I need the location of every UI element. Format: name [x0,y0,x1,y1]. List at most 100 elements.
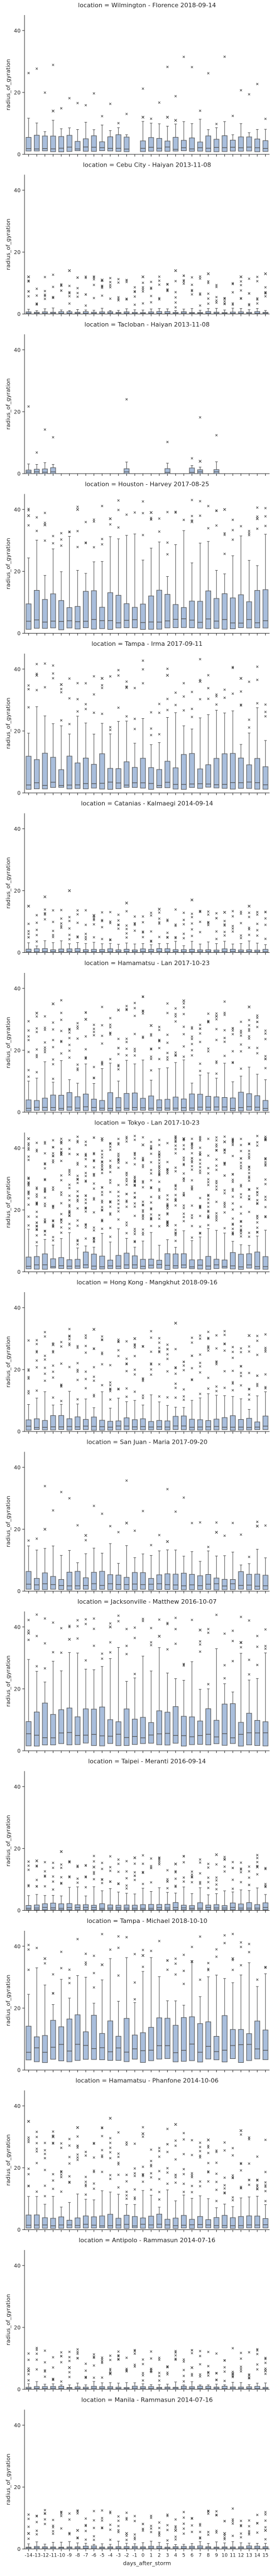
outlier-point [224,697,226,699]
box [263,1722,268,1746]
outlier-point [248,719,251,721]
outlier-point [77,698,79,700]
outlier-point [256,1857,258,1859]
x-tick-label: 12 [238,2553,244,2559]
outlier-point [240,2368,242,2370]
box [107,593,112,630]
outlier-point [224,1014,226,1016]
outlier-point [109,1024,111,1026]
outlier-point [118,509,120,511]
outlier-point [158,1026,160,1028]
box [149,2027,154,2061]
outlier-point [232,1228,234,1230]
outlier-point [85,933,87,935]
outlier-point [150,1201,153,1204]
outlier-point [118,1038,120,1040]
outlier-point [158,1364,160,1366]
box [165,469,170,474]
outlier-point [126,1370,128,1372]
outlier-point [44,512,46,514]
outlier-point [199,293,202,295]
outlier-point [36,1886,38,1888]
outlier-point [264,272,266,275]
outlier-point [109,1384,111,1386]
outlier-point [60,923,62,925]
outlier-point [101,1513,104,1515]
box [42,2036,47,2063]
outlier-point [27,2369,30,2372]
outlier-point [224,2149,226,2151]
outlier-point [52,921,55,923]
outlier-point [77,296,79,298]
outlier-point [183,56,185,58]
box [58,949,63,952]
outlier-point [93,1861,95,1863]
outlier-point [167,2529,169,2531]
outlier-point [199,416,202,418]
outlier-point [36,941,38,943]
outlier-point [60,1867,62,1869]
outlier-point [126,1184,128,1186]
outlier-point [36,2347,38,2349]
outlier-point [93,2377,95,2379]
box [181,140,186,151]
outlier-point [207,1969,209,1971]
outlier-point [134,1863,136,1865]
outlier-point [216,2189,218,2191]
outlier-point [183,2511,185,2513]
box [42,312,47,314]
outlier-point [190,520,193,523]
box [198,142,203,151]
outlier-point [240,1206,242,1208]
box [100,142,105,150]
outlier-point [44,2350,46,2352]
box [156,2546,162,2549]
outlier-point [126,1206,128,1208]
outlier-point [265,1199,267,1201]
outlier-point [191,2174,193,2176]
outlier-point [77,1195,79,1197]
outlier-point [232,928,234,930]
outlier-point [77,2159,79,2161]
x-tick-label: -11 [49,2553,57,2559]
outlier-point [265,715,267,718]
box [34,590,39,628]
outlier-point [240,1375,242,1377]
facet-panel: location = Catanias - Kalmaegi 2014-09-1… [6,800,270,957]
outlier-point [28,1144,30,1146]
y-axis-label: radius_of_gyration [6,2453,12,2505]
box [107,1575,112,1590]
outlier-point [44,912,46,914]
box [198,1576,203,1590]
outlier-point [28,1051,30,1053]
outlier-point [191,1147,193,1150]
outlier-point [93,918,95,920]
outlier-point [150,1069,153,1072]
outlier-point [109,2147,111,2149]
outlier-point [44,290,46,293]
box [198,769,203,788]
outlier-point [224,2370,226,2373]
box [263,1100,268,1111]
box [230,2218,235,2228]
box [156,138,162,151]
outlier-point [126,924,128,927]
outlier-point [150,2149,153,2151]
box [189,601,194,628]
outlier-point [207,1224,209,1226]
outlier-point [109,2511,111,2513]
outlier-point [191,1205,193,1207]
x-tick-label: -8 [75,2553,80,2559]
outlier-point [93,2539,95,2541]
outlier-point [167,2372,169,2374]
outlier-point [142,288,144,290]
outlier-point [224,1334,226,1336]
outlier-point [118,669,120,671]
outlier-point [85,2539,87,2541]
outlier-point [44,1963,46,1965]
outlier-point [77,1638,79,1640]
outlier-point [77,682,79,684]
facet-panel: location = Taipei - Meranti 2016-09-1402… [6,1758,270,1915]
outlier-point [199,921,202,923]
outlier-point [76,2529,79,2531]
